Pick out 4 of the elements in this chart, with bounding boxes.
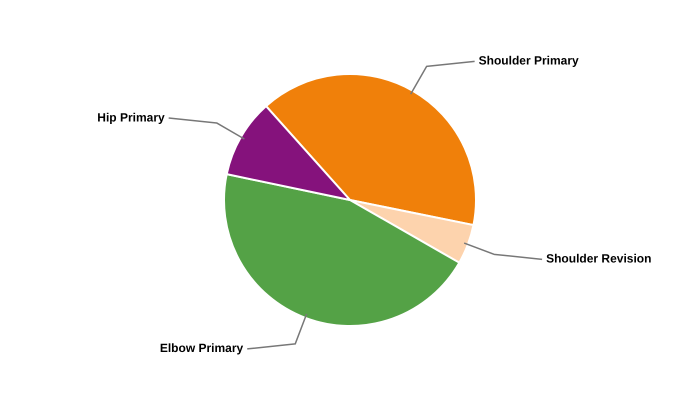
slice-label: Elbow Primary (160, 341, 244, 356)
slice-label: Shoulder Primary (478, 54, 579, 68)
slice-label: Shoulder Revision (546, 252, 652, 266)
slice-label: Hip Primary (97, 110, 165, 124)
